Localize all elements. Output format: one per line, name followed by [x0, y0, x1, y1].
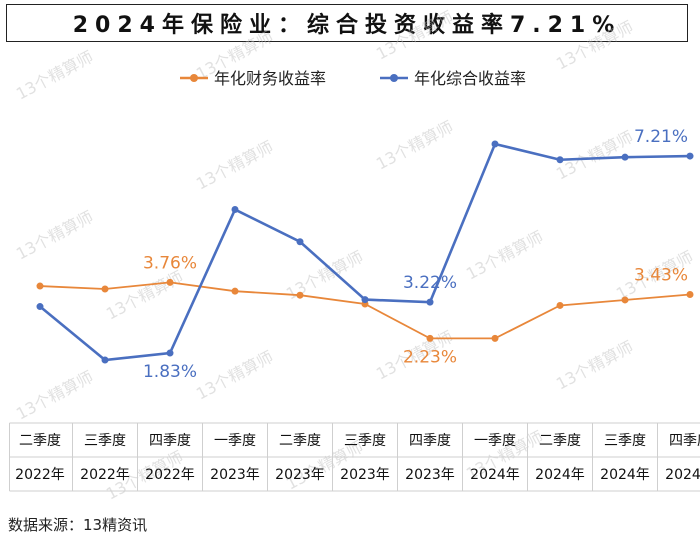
watermark-text: 13个精算师	[103, 267, 186, 323]
data-point	[36, 303, 44, 311]
category-year-label: 2022年	[15, 467, 65, 483]
watermark-text: 13个精算师	[373, 7, 456, 63]
category-quarter-label: 三季度	[344, 433, 386, 449]
data-point	[231, 206, 239, 214]
data-point	[686, 290, 694, 298]
legend-label-1: 年化综合收益率	[414, 69, 526, 88]
data-point	[556, 156, 564, 164]
watermark-text: 13个精算师	[13, 47, 96, 103]
data-point	[361, 296, 369, 304]
category-year-label: 2023年	[405, 467, 455, 483]
category-quarter-label: 一季度	[474, 433, 516, 449]
category-year-label: 2024年	[535, 467, 585, 483]
chart-title: 2024年保险业：综合投资收益率7.21%	[72, 13, 622, 38]
data-point	[686, 152, 694, 160]
data-point	[491, 334, 499, 342]
category-year-label: 2022年	[80, 467, 130, 483]
data-point	[426, 298, 434, 306]
data-point	[621, 296, 629, 304]
data-label: 3.76%	[143, 253, 197, 273]
watermark-text: 13个精算师	[13, 207, 96, 263]
category-year-label: 2023年	[340, 467, 390, 483]
category-quarter-label: 三季度	[84, 433, 126, 449]
category-year-label: 2022年	[145, 467, 195, 483]
data-point	[491, 140, 499, 148]
category-quarter-label: 一季度	[214, 433, 256, 449]
category-quarter-label: 四季度	[149, 433, 191, 449]
watermark-text: 13个精算师	[463, 227, 546, 283]
watermark-text: 13个精算师	[553, 17, 636, 73]
data-point	[621, 153, 629, 161]
category-quarter-label: 二季度	[279, 433, 321, 449]
data-label: 7.21%	[634, 127, 688, 147]
series-line-1	[39, 142, 691, 362]
data-point	[426, 334, 434, 342]
data-label: 3.22%	[403, 273, 457, 293]
watermark-text: 13个精算师	[373, 117, 456, 173]
legend-marker-1	[390, 74, 398, 82]
data-point	[296, 238, 304, 246]
category-year-label: 2024年	[470, 467, 520, 483]
category-quarter-label: 二季度	[539, 433, 581, 449]
category-year-label: 2024年	[665, 467, 700, 483]
legend-label-0: 年化财务收益率	[214, 69, 326, 88]
data-point	[36, 282, 44, 290]
data-point	[101, 356, 109, 364]
data-label: 2.23%	[403, 347, 457, 367]
source-note: 数据来源：13精资讯	[8, 516, 148, 534]
data-point	[166, 278, 174, 286]
data-point	[101, 285, 109, 293]
data-point	[296, 291, 304, 299]
category-quarter-label: 四季度	[409, 433, 451, 449]
category-quarter-label: 二季度	[19, 433, 61, 449]
legend-marker-0	[190, 74, 198, 82]
watermark-text: 13个精算师	[193, 347, 276, 403]
data-point	[231, 287, 239, 295]
data-point	[556, 301, 564, 309]
category-year-label: 2023年	[210, 467, 260, 483]
watermark-text: 13个精算师	[13, 367, 96, 423]
category-year-label: 2024年	[600, 467, 650, 483]
data-label: 1.83%	[143, 362, 197, 382]
watermark-text: 13个精算师	[553, 337, 636, 393]
category-quarter-label: 三季度	[604, 433, 646, 449]
watermark-text: 13个精算师	[193, 137, 276, 193]
category-year-label: 2023年	[275, 467, 325, 483]
title-box: 2024年保险业：综合投资收益率7.21%	[6, 4, 688, 42]
data-label: 3.43%	[634, 265, 688, 285]
category-quarter-label: 四季度	[669, 433, 700, 449]
data-point	[166, 349, 174, 357]
